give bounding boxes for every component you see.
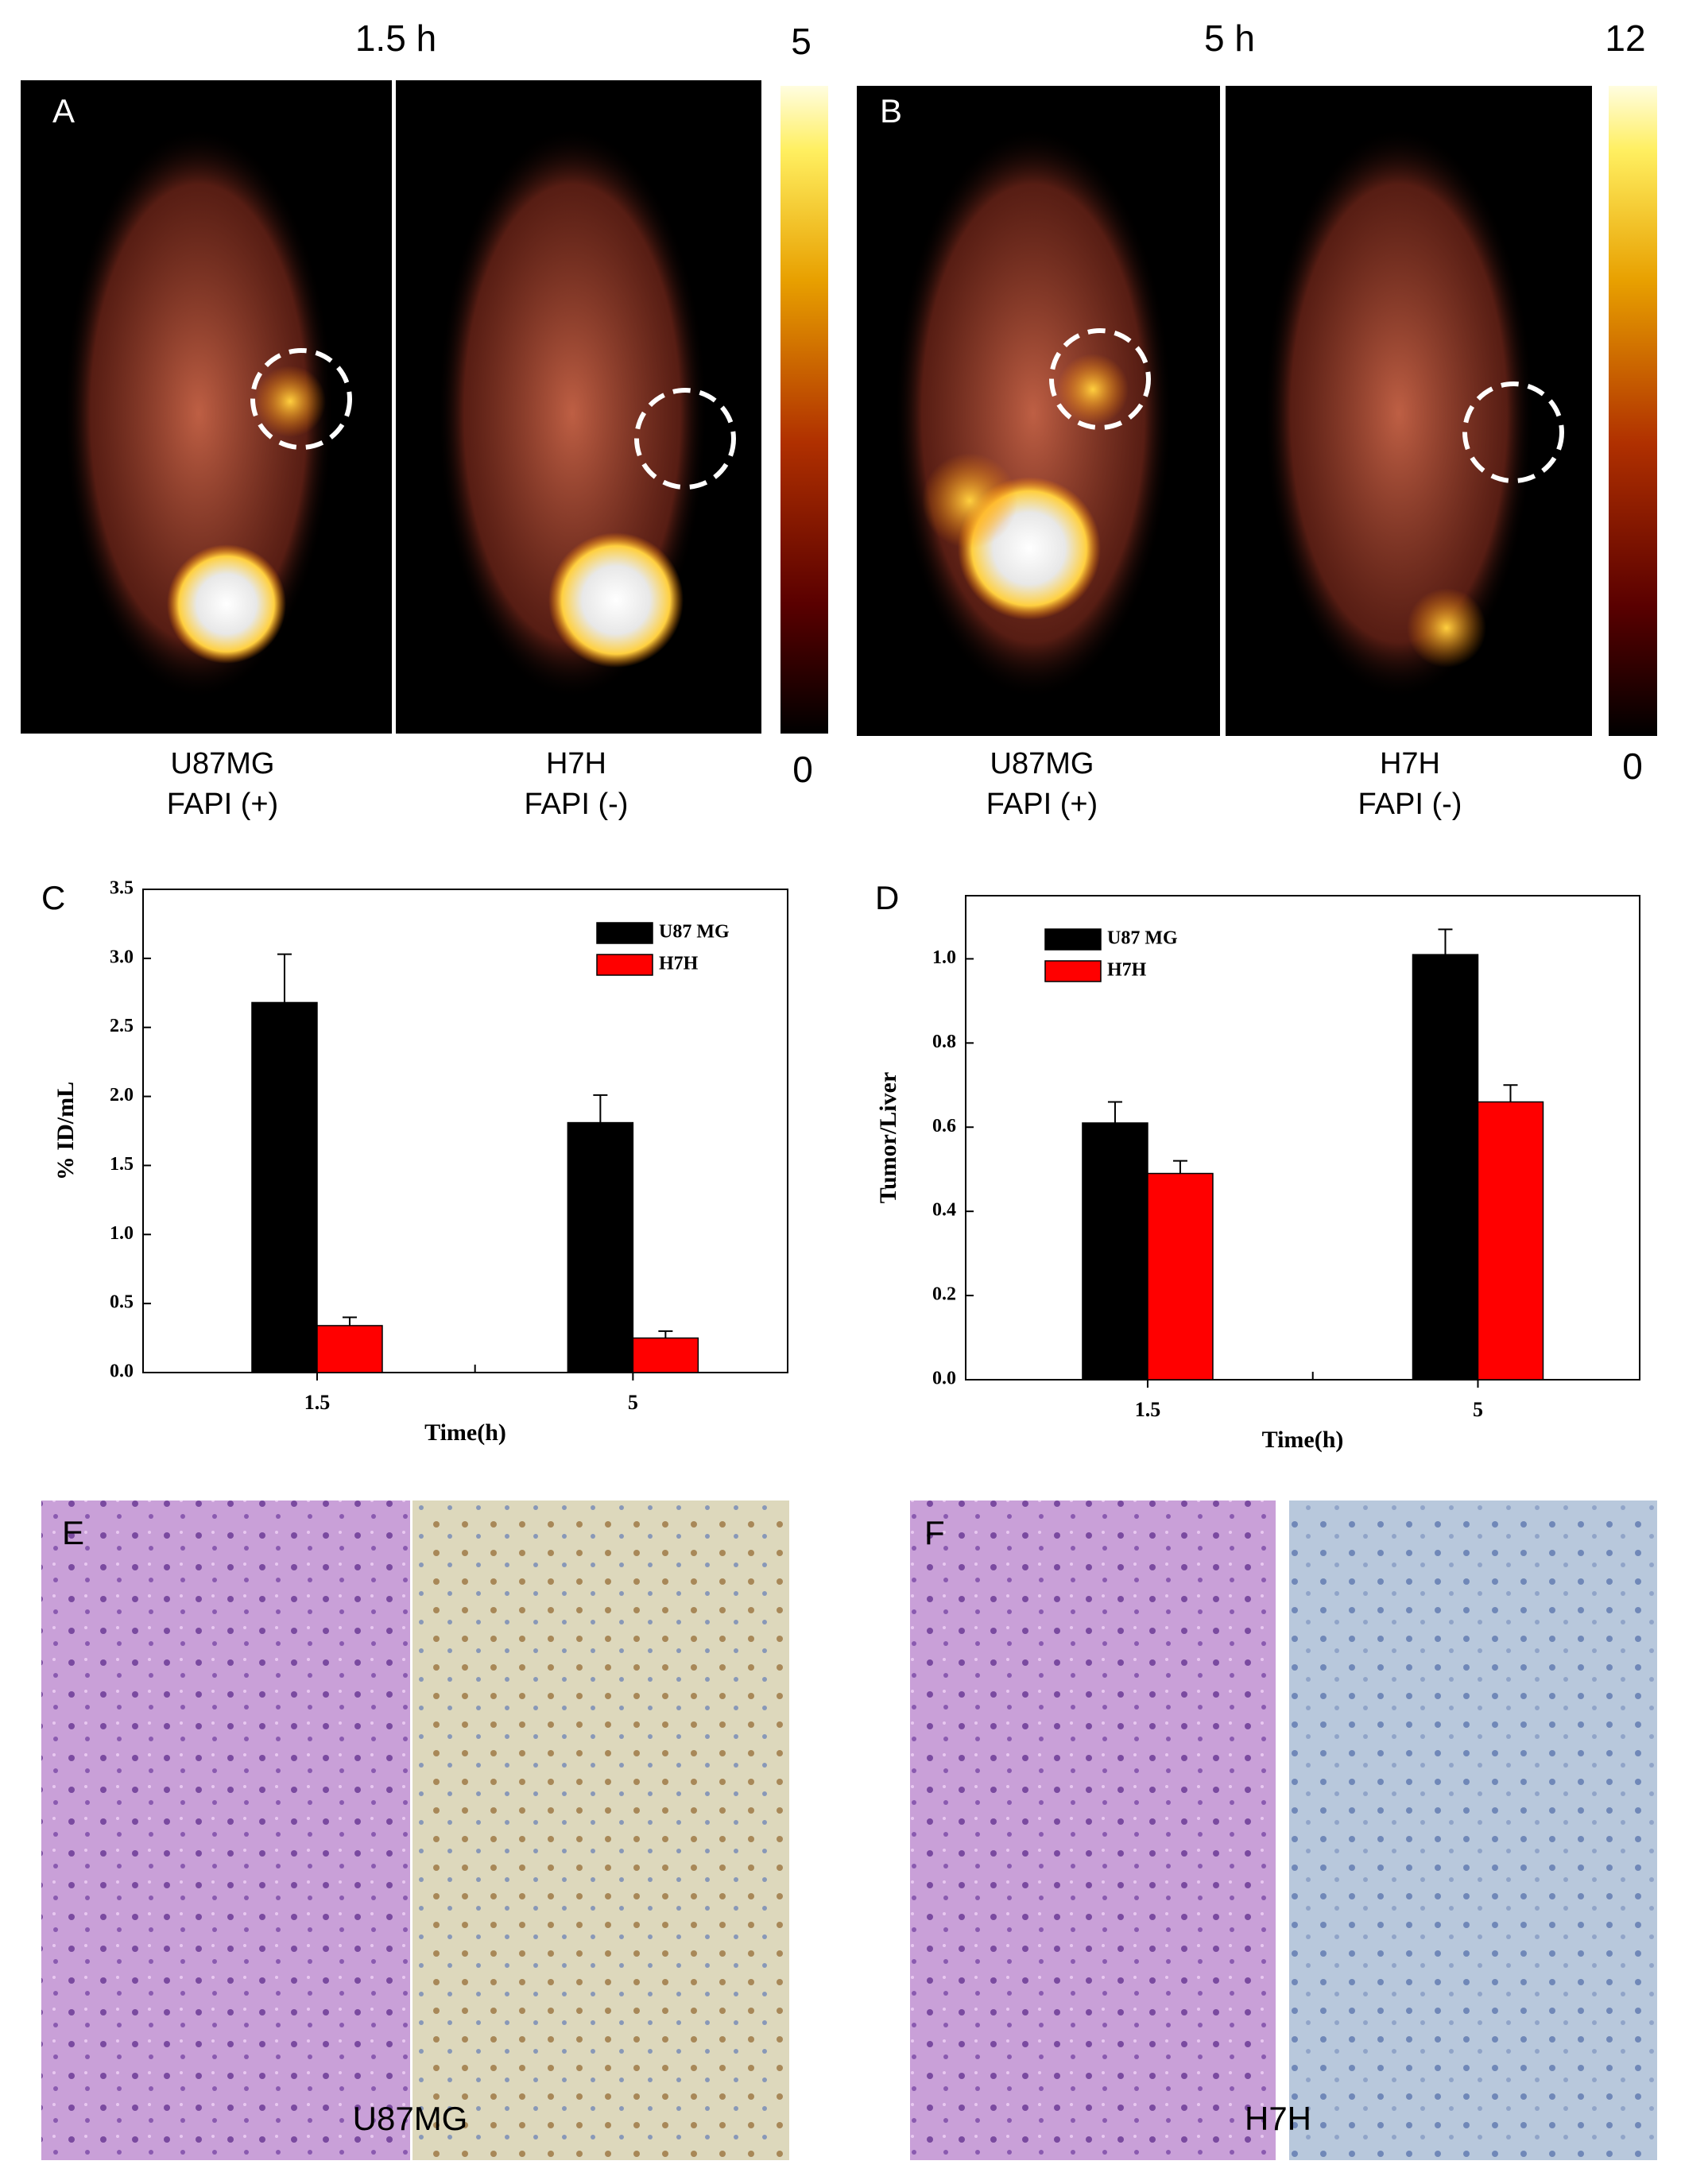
y-tick-label: 1.0 <box>932 947 956 968</box>
legend-label: H7H <box>1107 960 1147 981</box>
bladder <box>548 532 684 668</box>
x-tick-label: 1.5 <box>1135 1398 1161 1421</box>
legend-label: U87 MG <box>659 922 730 943</box>
y-tick-label: 0.2 <box>932 1284 956 1305</box>
panel-label: B <box>880 92 902 130</box>
y-tick-label: 2.0 <box>110 1085 134 1106</box>
color-bar <box>1609 86 1657 736</box>
y-tick-label: 3.5 <box>110 878 134 899</box>
panel-a: A 1.5 h 5 0 U87MG FAPI (+) H7H FAPI (-) <box>21 17 828 821</box>
error-bar <box>342 1316 357 1326</box>
x-tick-label: 5 <box>628 1391 638 1414</box>
legend-swatch <box>1044 960 1102 982</box>
color-bar <box>780 86 828 734</box>
time-label: 1.5 h <box>355 17 436 59</box>
scale-max: 5 <box>791 21 811 62</box>
error-bar <box>1172 1160 1187 1174</box>
bar <box>1477 1101 1544 1380</box>
panel-b: B 5 h 12 0 U87MG FAPI (+) H7H FAPI (-) <box>857 17 1657 821</box>
legend-swatch <box>1044 928 1102 951</box>
panel-label: E <box>62 1514 84 1551</box>
bar <box>1412 954 1479 1380</box>
he-image <box>910 1501 1276 2160</box>
bar <box>632 1337 699 1373</box>
bladder <box>167 544 286 664</box>
tumor-circle <box>634 388 736 490</box>
legend-label: H7H <box>659 954 699 974</box>
image-caption: H7H <box>1245 2100 1311 2137</box>
legend-swatch <box>596 922 653 944</box>
y-axis-label: Tumor/Liver <box>875 1072 901 1204</box>
panel-f: F H7H <box>910 1501 1657 2160</box>
plot-frame <box>965 895 1640 1380</box>
bar <box>316 1325 383 1373</box>
mouse <box>1264 127 1534 699</box>
image-caption: U87MG <box>990 747 1094 780</box>
x-tick-label: 5 <box>1473 1398 1483 1421</box>
ihc-image <box>1289 1501 1657 2160</box>
bar <box>567 1121 634 1373</box>
y-tick-label: 0.5 <box>110 1292 134 1313</box>
bar <box>251 1001 318 1373</box>
tumor <box>254 366 326 437</box>
tumor <box>1057 354 1129 425</box>
tumor-circle <box>250 348 352 450</box>
panel-label: D <box>875 879 899 916</box>
y-tick-label: 0.4 <box>932 1200 956 1221</box>
error-bar <box>1438 928 1453 955</box>
y-tick-label: 2.5 <box>110 1016 134 1036</box>
y-tick-label: 0.0 <box>932 1369 956 1389</box>
tumor-circle <box>1462 381 1564 483</box>
mouse <box>64 127 334 699</box>
error-bar <box>593 1094 608 1123</box>
panel-label: C <box>41 879 65 916</box>
scale-min: 0 <box>792 749 813 790</box>
ihc-image <box>413 1501 789 2160</box>
error-bar <box>658 1330 673 1338</box>
bar <box>1147 1172 1214 1380</box>
scale-min: 0 <box>1622 745 1643 787</box>
panel-label: F <box>924 1514 945 1551</box>
x-axis-label: Time(h) <box>1262 1427 1344 1453</box>
scale-max: 12 <box>1605 17 1645 59</box>
tumor-circle <box>1049 328 1151 430</box>
time-label: 5 h <box>1204 17 1255 59</box>
image-caption: H7H <box>1380 747 1440 780</box>
x-axis-label: Time(h) <box>424 1419 506 1446</box>
image-caption: FAPI (+) <box>986 788 1098 821</box>
uptake <box>922 453 1017 548</box>
error-bar <box>1107 1101 1122 1123</box>
legend-swatch <box>596 954 653 976</box>
y-tick-label: 0.6 <box>932 1116 956 1137</box>
image-caption: FAPI (+) <box>167 788 278 821</box>
panel-label: A <box>52 92 75 130</box>
y-tick-label: 3.0 <box>110 947 134 967</box>
y-tick-label: 1.0 <box>110 1223 134 1244</box>
image-caption: H7H <box>546 747 606 780</box>
error-bar <box>277 953 292 1003</box>
y-tick-label: 1.5 <box>110 1154 134 1175</box>
he-image <box>41 1501 410 2160</box>
y-tick-label: 0.8 <box>932 1032 956 1052</box>
image-caption: FAPI (-) <box>525 788 629 821</box>
image-caption: FAPI (-) <box>1358 788 1462 821</box>
image-caption: U87MG <box>171 747 275 780</box>
panel-e: E U87MG <box>41 1501 789 2160</box>
uptake <box>1407 588 1486 668</box>
image-caption: U87MG <box>353 2100 468 2137</box>
error-bar <box>1503 1084 1518 1102</box>
plot-frame <box>142 889 788 1373</box>
x-tick-label: 1.5 <box>304 1391 331 1414</box>
y-tick-label: 0.0 <box>110 1361 134 1382</box>
y-axis-label: % ID/mL <box>52 1082 79 1180</box>
bar <box>1082 1122 1148 1380</box>
legend-label: U87 MG <box>1107 928 1178 949</box>
